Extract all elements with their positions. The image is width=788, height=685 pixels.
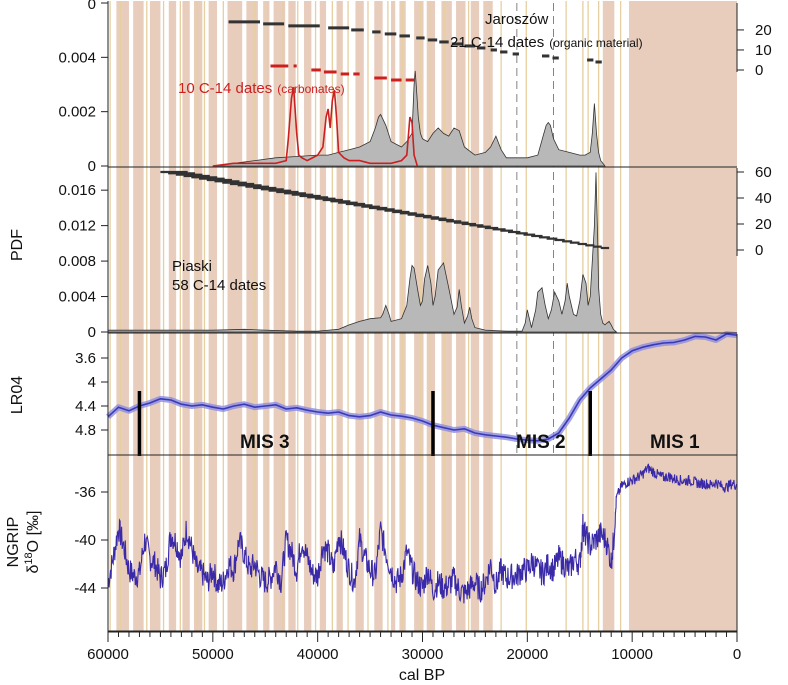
x-tick-label: 10000 xyxy=(611,646,653,663)
x-tick-label: 30000 xyxy=(402,646,444,663)
stadial-band xyxy=(304,1,312,632)
piaski-pdf-area xyxy=(107,172,618,333)
right-tick-label: 0 xyxy=(755,242,763,259)
x-tick-label: 20000 xyxy=(506,646,548,663)
y-tick-label: 0 xyxy=(88,158,96,175)
stadial-band xyxy=(629,1,737,632)
panels xyxy=(105,20,738,604)
stadial-band xyxy=(336,1,343,632)
piaski-site-label: Piaski xyxy=(172,258,212,275)
jaroszow-carbonates-pdf-line xyxy=(212,87,419,167)
reference-lines xyxy=(516,3,554,454)
axis-ticks: 01020020406000.0020.00400.0040.0080.0120… xyxy=(58,0,771,663)
stadial-band xyxy=(116,1,129,632)
y-tick-label: 0.016 xyxy=(58,182,96,199)
stadial-band xyxy=(246,1,258,632)
jaroszow-site-label: Jaroszów xyxy=(485,11,549,28)
piaski-ylabel: PDF xyxy=(9,229,26,261)
stadial-band xyxy=(133,1,144,632)
stadial-band xyxy=(263,1,270,632)
y-tick-label: 0.012 xyxy=(58,218,96,235)
y-tick-label: 4.8 xyxy=(75,422,96,439)
stadial-band xyxy=(168,1,177,632)
piaski-right-axis: 0 20 40 60 xyxy=(736,164,772,259)
mis1-label: MIS 1 xyxy=(650,432,700,453)
stadial-band xyxy=(355,1,364,632)
stadial-band xyxy=(319,1,327,632)
y-tick-label: 4 xyxy=(88,374,96,391)
right-tick-label: 20 xyxy=(755,22,772,39)
stadial-band xyxy=(374,1,383,632)
y-tick-label: 0 xyxy=(88,0,96,13)
right-tick-label: 0 xyxy=(755,62,763,79)
y-tick-label: 3.6 xyxy=(75,350,96,367)
x-tick-label: 50000 xyxy=(192,646,234,663)
stadial-band xyxy=(483,1,493,632)
stadial-band xyxy=(470,1,480,632)
right-tick-label: 10 xyxy=(755,42,772,59)
mis2-label: MIS 2 xyxy=(516,432,566,453)
stadial-band xyxy=(602,1,615,632)
jaroszow-right-axis: 0 10 20 xyxy=(736,3,772,79)
mis3-label: MIS 3 xyxy=(240,432,290,453)
stadial-band xyxy=(391,1,396,632)
jaroszow-organic-pdf-area xyxy=(212,70,606,167)
stadial-band xyxy=(193,1,203,632)
y-tick-label: 4.4 xyxy=(75,398,96,415)
right-tick-label: 60 xyxy=(755,164,772,181)
stadial-band xyxy=(182,1,190,632)
y-tick-label: 0.002 xyxy=(58,104,96,121)
y-tick-label: 0.004 xyxy=(58,289,96,306)
y-tick-label: 0.008 xyxy=(58,253,96,270)
carbonates-count-label: 10 C-14 dates (carbonates) xyxy=(178,80,345,97)
lr04-ylabel: LR04 xyxy=(9,376,26,414)
right-tick-label: 40 xyxy=(755,190,772,207)
y-tick-label: -44 xyxy=(74,580,96,597)
stadial-band xyxy=(149,1,161,632)
stadial-band xyxy=(288,1,296,632)
x-tick-label: 40000 xyxy=(297,646,339,663)
stadial-band xyxy=(227,1,243,632)
jaroszow-count-label: 21 C-14 dates (organic material) xyxy=(450,34,643,51)
y-tick-label: 0 xyxy=(88,324,96,341)
ngrip-line xyxy=(107,463,738,604)
right-tick-label: 20 xyxy=(755,216,772,233)
x-tick-label: 0 xyxy=(733,646,741,663)
stadial-band xyxy=(273,1,286,632)
x-tick-label: 60000 xyxy=(87,646,129,663)
lr04-line xyxy=(107,333,738,442)
y-tick-label: 0.004 xyxy=(58,49,96,66)
piaski-count-label: 58 C-14 dates xyxy=(172,277,266,294)
ngrip-ylabel-line2: δ18O [‰] xyxy=(23,511,42,574)
y-tick-label: -36 xyxy=(74,484,96,501)
y-tick-label: -40 xyxy=(74,532,96,549)
ngrip-ylabel-line1: NGRIP xyxy=(5,517,22,568)
stadial-band xyxy=(208,1,218,632)
x-axis-label: cal BP xyxy=(399,667,445,684)
